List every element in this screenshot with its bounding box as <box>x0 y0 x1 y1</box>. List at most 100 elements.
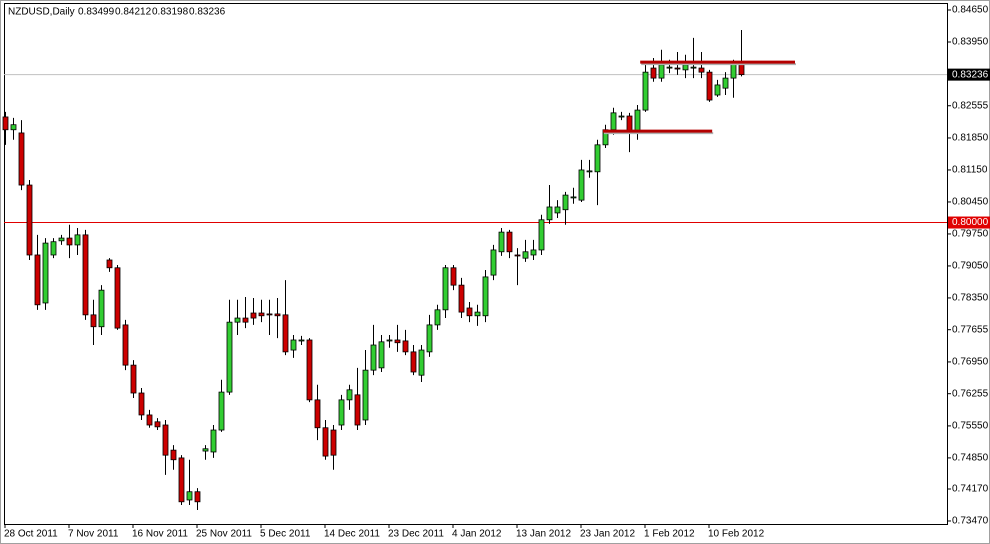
candle-body <box>386 339 393 342</box>
candle-body <box>562 194 569 211</box>
candle-body <box>674 67 681 70</box>
candle-body <box>514 254 521 257</box>
candle-body <box>370 344 377 371</box>
candle-body <box>730 62 737 79</box>
candle-body <box>666 66 673 69</box>
candle-body <box>58 237 65 242</box>
candle-body <box>162 424 169 456</box>
candle-body <box>298 339 305 342</box>
y-tick-label: 0.78350 <box>952 293 989 304</box>
candle-body <box>226 321 233 393</box>
candle-body <box>506 231 513 253</box>
candle-body <box>418 349 425 376</box>
candle-body <box>346 389 353 401</box>
candle-body <box>122 324 129 366</box>
candle-body <box>290 339 297 351</box>
candle-body <box>498 231 505 253</box>
candle-body <box>522 251 529 259</box>
candle-body <box>26 184 33 256</box>
candle-body <box>266 313 273 316</box>
candle-body <box>642 71 649 111</box>
candle-body <box>154 421 161 428</box>
x-tick-label: 7 Nov 2011 <box>68 529 119 540</box>
candle-body <box>490 249 497 276</box>
candle-body <box>330 429 337 456</box>
price-label-box <box>948 68 990 81</box>
candle-body <box>98 289 105 328</box>
candle-body <box>186 491 193 501</box>
candle-body <box>586 170 593 173</box>
candle-body <box>42 242 49 304</box>
candle-body <box>130 364 137 394</box>
candle-body <box>714 84 721 96</box>
y-tick-label: 0.83950 <box>952 37 989 48</box>
candle-body <box>538 219 545 251</box>
h-line-label-box <box>948 216 990 229</box>
candle-body <box>650 67 657 79</box>
candle-body <box>170 449 177 461</box>
candle-body <box>474 311 481 317</box>
y-tick-label: 0.84650 <box>952 5 989 16</box>
candle-body <box>466 307 473 317</box>
candle-body <box>18 132 25 186</box>
candle-body <box>218 391 225 431</box>
candle-body <box>354 394 361 426</box>
candle-body <box>194 491 201 503</box>
y-tick-label: 0.80450 <box>952 197 989 208</box>
y-tick-label: 0.81150 <box>952 165 988 176</box>
y-tick-label: 0.74850 <box>952 453 989 464</box>
candle-body <box>82 234 89 316</box>
price-label: 0.83236 <box>952 69 989 80</box>
x-tick-label: 13 Jan 2012 <box>516 529 571 540</box>
candle-body <box>234 317 241 323</box>
candle-body <box>106 259 113 269</box>
x-tick-label: 14 Dec 2011 <box>324 529 380 540</box>
candle-body <box>402 340 409 353</box>
chart-title: NZDUSD,Daily <box>8 7 75 18</box>
y-tick-label: 0.82555 <box>952 100 989 111</box>
candle-body <box>458 284 465 313</box>
candle-body <box>338 399 345 426</box>
candle-body <box>10 124 17 131</box>
candle-body <box>634 109 641 134</box>
x-tick-label: 5 Dec 2011 <box>260 529 311 540</box>
header-low: 0.83198 <box>152 7 189 18</box>
candle-body <box>570 196 577 199</box>
plot-frame <box>4 3 948 525</box>
candle-body <box>250 312 257 319</box>
candle-body <box>378 341 385 369</box>
h-line-label: 0.80000 <box>952 217 989 228</box>
candle-body <box>546 206 553 221</box>
candle-body <box>138 392 145 416</box>
candle-body <box>314 399 321 429</box>
header-close: 0.83236 <box>189 7 226 18</box>
candle-body <box>690 66 697 69</box>
x-tick-label: 4 Jan 2012 <box>452 529 502 540</box>
candle-body <box>658 64 665 79</box>
y-tick-label: 0.79750 <box>952 229 989 240</box>
candle-body <box>90 314 97 328</box>
y-tick-label: 0.79050 <box>952 261 989 272</box>
candle-body <box>722 77 729 89</box>
candle-body <box>146 414 153 426</box>
x-tick-label: 23 Dec 2011 <box>388 529 444 540</box>
candle-body <box>578 169 585 201</box>
candle-body <box>114 267 121 329</box>
candle-body <box>66 237 73 246</box>
candle-body <box>682 64 689 71</box>
candle-body <box>2 116 9 131</box>
candle-body <box>530 249 537 256</box>
x-tick-label: 28 Oct 2011 <box>4 529 58 540</box>
candle-body <box>394 339 401 344</box>
y-tick-label: 0.81850 <box>952 133 989 144</box>
candle-body <box>426 324 433 353</box>
candle-body <box>434 309 441 326</box>
candle-body <box>210 429 217 453</box>
candle-body <box>706 71 713 101</box>
y-tick-label: 0.75550 <box>952 421 989 432</box>
candle-body <box>202 448 209 452</box>
candle-body <box>410 351 417 373</box>
candle-body <box>594 144 601 173</box>
candle-body <box>362 369 369 421</box>
